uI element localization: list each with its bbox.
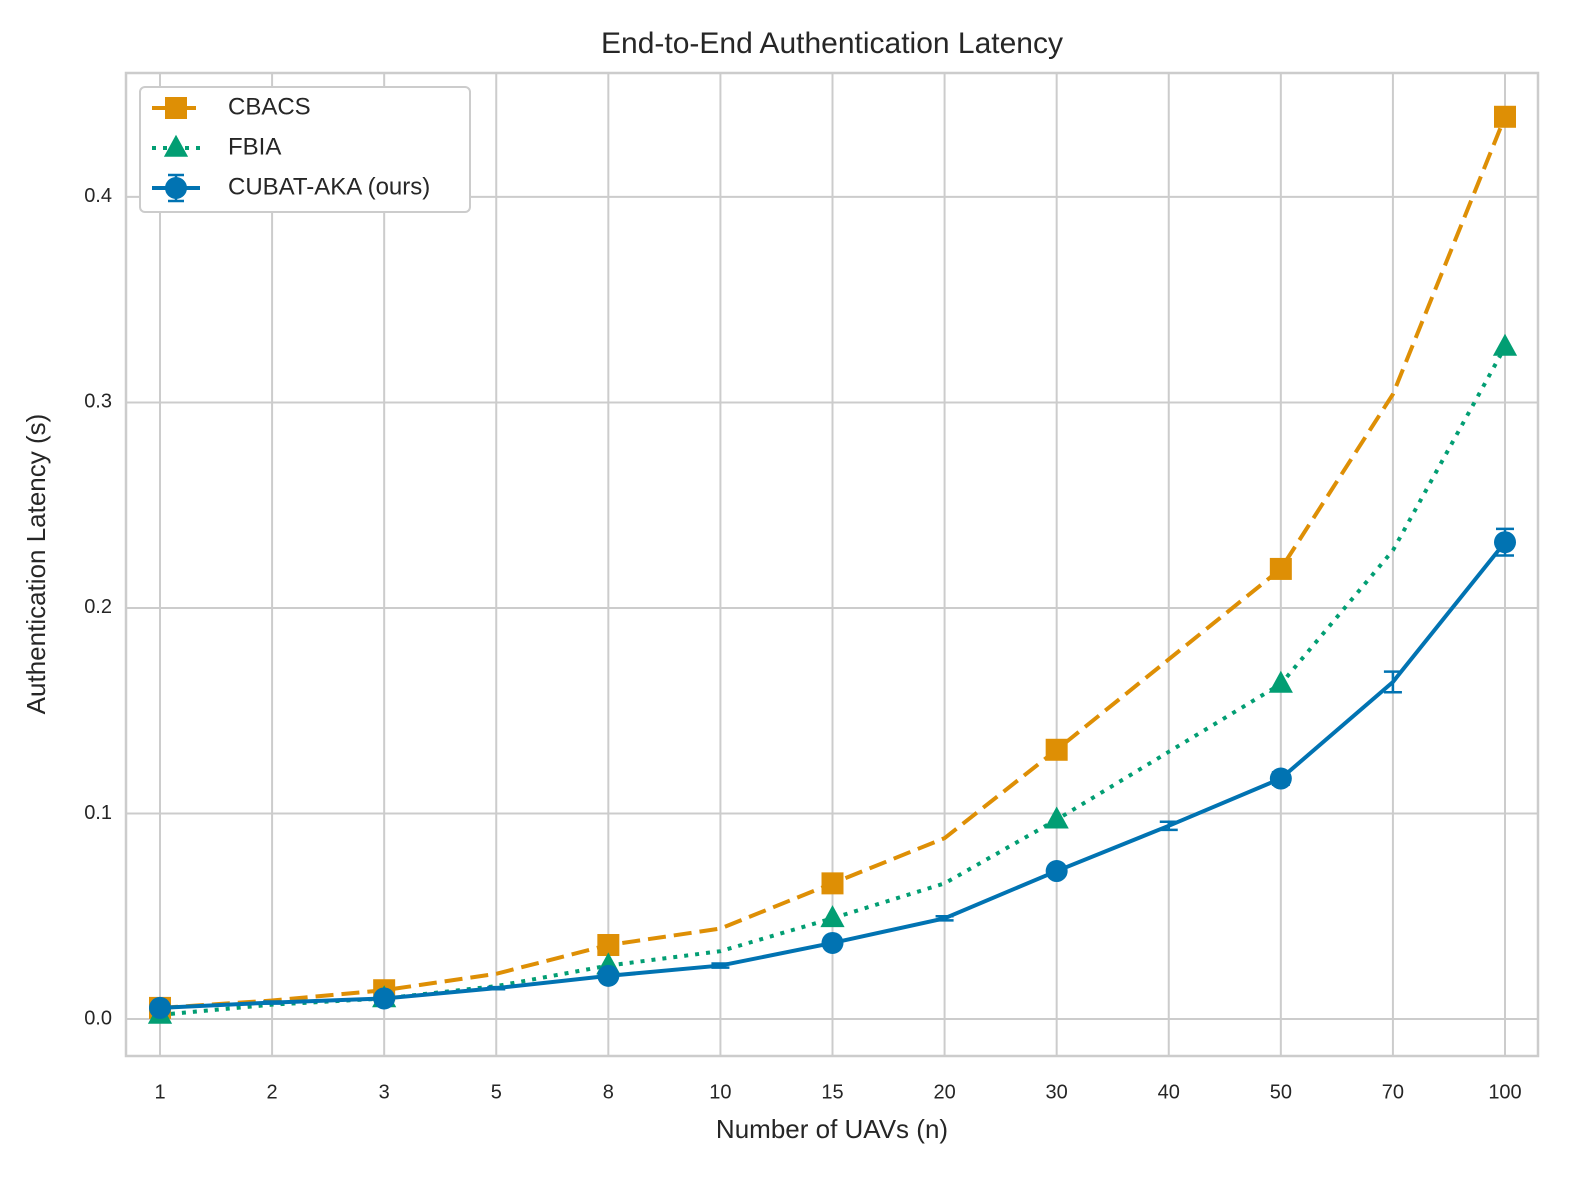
legend: CBACS FBIA CUBAT-AKA (ours) bbox=[139, 86, 471, 213]
x-tick-label: 8 bbox=[603, 1081, 614, 1103]
x-tick-label: 40 bbox=[1158, 1081, 1180, 1103]
marker bbox=[821, 872, 844, 895]
marker bbox=[165, 177, 187, 199]
marker bbox=[1269, 767, 1292, 790]
y-tick-label: 0.2 bbox=[84, 596, 112, 618]
marks bbox=[147, 105, 1518, 1024]
marker bbox=[597, 964, 620, 987]
x-tick-label: 2 bbox=[267, 1081, 278, 1103]
x-tick-label: 5 bbox=[491, 1081, 502, 1103]
marker bbox=[1269, 557, 1292, 580]
legend-label: CBACS bbox=[228, 93, 311, 120]
legend-box bbox=[139, 86, 471, 213]
marker bbox=[1268, 670, 1293, 693]
y-tick-label: 0.3 bbox=[84, 391, 112, 413]
marker bbox=[163, 134, 189, 157]
legend-label: CUBAT-AKA (ours) bbox=[228, 173, 430, 200]
y-tick-label: 0.1 bbox=[84, 802, 112, 824]
marker bbox=[821, 931, 844, 954]
x-tick-label: 50 bbox=[1270, 1081, 1292, 1103]
x-axis-label: Number of UAVs (n) bbox=[716, 1114, 948, 1144]
y-axis-label: Authentication Latency (s) bbox=[21, 414, 51, 715]
marker bbox=[373, 987, 396, 1010]
marker bbox=[149, 996, 171, 1019]
chart-title: End-to-End Authentication Latency bbox=[601, 27, 1063, 60]
legend-label: FBIA bbox=[228, 133, 281, 160]
x-tick-label: 1 bbox=[154, 1081, 165, 1103]
y-tick-label: 0.4 bbox=[84, 185, 112, 207]
marker bbox=[1494, 531, 1516, 554]
x-tick-label: 15 bbox=[821, 1081, 843, 1103]
x-tick-label: 20 bbox=[933, 1081, 955, 1103]
marker bbox=[597, 934, 620, 957]
marker bbox=[1494, 105, 1516, 128]
x-tick-label: 100 bbox=[1488, 1081, 1521, 1103]
marker bbox=[1044, 806, 1069, 829]
marker bbox=[1045, 860, 1068, 883]
x-tick-label: 70 bbox=[1382, 1081, 1404, 1103]
x-tick-label: 30 bbox=[1046, 1081, 1068, 1103]
y-tick-label: 0.0 bbox=[84, 1007, 112, 1029]
grid: 0.0 0.1 0.2 0.3 0.4 1 2 3 5 8 10 15 20 30 40 50 70 100 bbox=[84, 73, 1538, 1103]
marker bbox=[1045, 738, 1068, 761]
marker bbox=[820, 905, 845, 928]
x-tick-label: 3 bbox=[379, 1081, 390, 1103]
x-tick-label: 10 bbox=[709, 1081, 731, 1103]
marker bbox=[165, 97, 187, 119]
marker bbox=[1492, 333, 1518, 356]
